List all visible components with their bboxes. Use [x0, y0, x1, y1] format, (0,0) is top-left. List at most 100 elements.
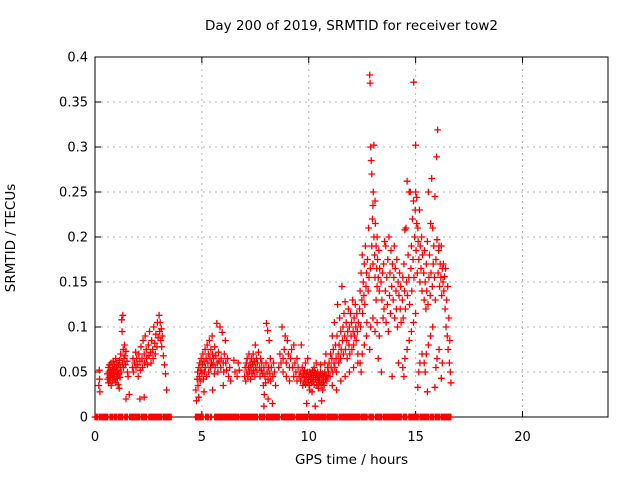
data-point-marker	[107, 382, 115, 389]
data-point-marker	[95, 382, 103, 389]
x-tick-label: 20	[514, 430, 531, 445]
data-point-marker	[402, 224, 410, 232]
data-point-marker	[401, 355, 409, 362]
data-point-marker	[410, 197, 417, 205]
data-point-marker	[208, 332, 216, 340]
data-point-marker	[225, 373, 232, 380]
data-point-marker	[412, 310, 419, 317]
data-point-marker	[439, 278, 447, 286]
data-point-marker	[262, 379, 269, 387]
data-point-marker	[219, 382, 227, 389]
data-point-marker	[371, 197, 379, 205]
data-point-marker	[141, 332, 149, 340]
data-point-marker	[399, 364, 407, 371]
data-point-marker	[255, 348, 262, 356]
data-point-marker	[395, 359, 402, 367]
data-point-marker	[374, 256, 381, 263]
data-point-marker	[425, 341, 432, 349]
data-point-marker	[387, 310, 394, 317]
data-point-marker	[364, 287, 372, 295]
data-point-marker	[264, 395, 272, 403]
data-point-marker	[415, 256, 423, 263]
data-point-marker	[192, 386, 200, 394]
data-point-marker	[432, 364, 440, 371]
data-point-marker	[215, 348, 222, 356]
data-point-marker	[414, 383, 422, 391]
data-point-marker	[421, 368, 429, 376]
data-point-marker	[384, 301, 391, 308]
data-point-marker	[429, 323, 437, 331]
data-point-marker	[441, 305, 449, 313]
data-point-marker	[390, 242, 398, 250]
data-point-marker	[392, 287, 400, 295]
data-point-marker	[264, 327, 272, 334]
data-point-marker	[376, 265, 384, 272]
data-point-marker	[404, 292, 411, 299]
data-point-marker	[406, 301, 413, 308]
data-point-marker	[366, 79, 374, 87]
data-point-marker	[446, 337, 454, 344]
data-point-marker	[353, 310, 361, 317]
data-point-marker	[416, 206, 423, 214]
data-point-marker	[350, 341, 357, 349]
data-point-marker	[375, 332, 383, 340]
data-point-marker	[413, 194, 421, 201]
data-point-marker	[356, 305, 363, 313]
data-point-marker	[335, 359, 343, 367]
data-point-marker	[152, 330, 160, 338]
data-point-marker	[373, 319, 381, 326]
data-point-marker	[421, 278, 429, 286]
data-point-marker	[403, 177, 411, 185]
y-tick-label: 0	[80, 411, 88, 426]
data-point-marker	[212, 352, 220, 360]
tick-labels: 0 5 10 15 20 0 0.05 0.1 0.15 0.2 0.25 0.3 0.35 0.4	[59, 51, 531, 446]
data-point-marker	[150, 323, 158, 331]
data-point-marker	[139, 364, 146, 371]
y-tick-label: 0.35	[59, 96, 88, 111]
data-point-marker	[151, 339, 159, 347]
data-point-marker	[437, 242, 445, 250]
data-point-marker	[431, 274, 438, 281]
data-point-marker	[427, 220, 434, 227]
data-point-marker	[422, 350, 430, 358]
data-point-marker	[344, 305, 352, 313]
data-point-marker	[372, 296, 380, 304]
data-point-marker	[432, 256, 440, 263]
data-point-marker	[400, 373, 408, 380]
data-point-marker	[220, 350, 228, 358]
data-point-marker	[338, 283, 346, 290]
data-point-marker	[328, 382, 336, 389]
data-point-marker	[357, 368, 365, 376]
data-point-marker	[431, 193, 439, 200]
data-point-marker	[269, 373, 277, 380]
data-point-marker	[373, 233, 381, 241]
data-point-marker	[118, 328, 126, 335]
data-point-marker	[267, 364, 275, 371]
data-point-marker	[442, 265, 449, 272]
data-point-marker	[96, 388, 104, 396]
data-point-marker	[333, 386, 340, 394]
data-point-marker	[424, 301, 432, 308]
data-point-marker	[412, 141, 419, 149]
data-point-marker	[290, 341, 298, 349]
data-point-marker	[375, 287, 383, 295]
data-point-marker	[366, 346, 374, 353]
data-point-marker	[222, 337, 229, 344]
data-point-marker	[429, 224, 437, 232]
data-point-marker	[354, 319, 362, 326]
data-point-marker	[346, 350, 354, 358]
data-point-marker	[291, 359, 299, 367]
data-point-marker	[407, 265, 415, 272]
data-point-marker	[387, 247, 395, 254]
data-point-marker	[447, 413, 455, 421]
data-point-marker	[262, 359, 270, 367]
data-point-marker	[217, 364, 225, 371]
data-point-marker	[410, 274, 418, 281]
data-point-marker	[342, 346, 349, 353]
data-point-marker	[122, 347, 130, 355]
data-point-marker	[365, 274, 373, 281]
data-point-marker	[319, 386, 326, 394]
grid-lines	[95, 57, 608, 417]
data-point-marker	[425, 188, 432, 196]
